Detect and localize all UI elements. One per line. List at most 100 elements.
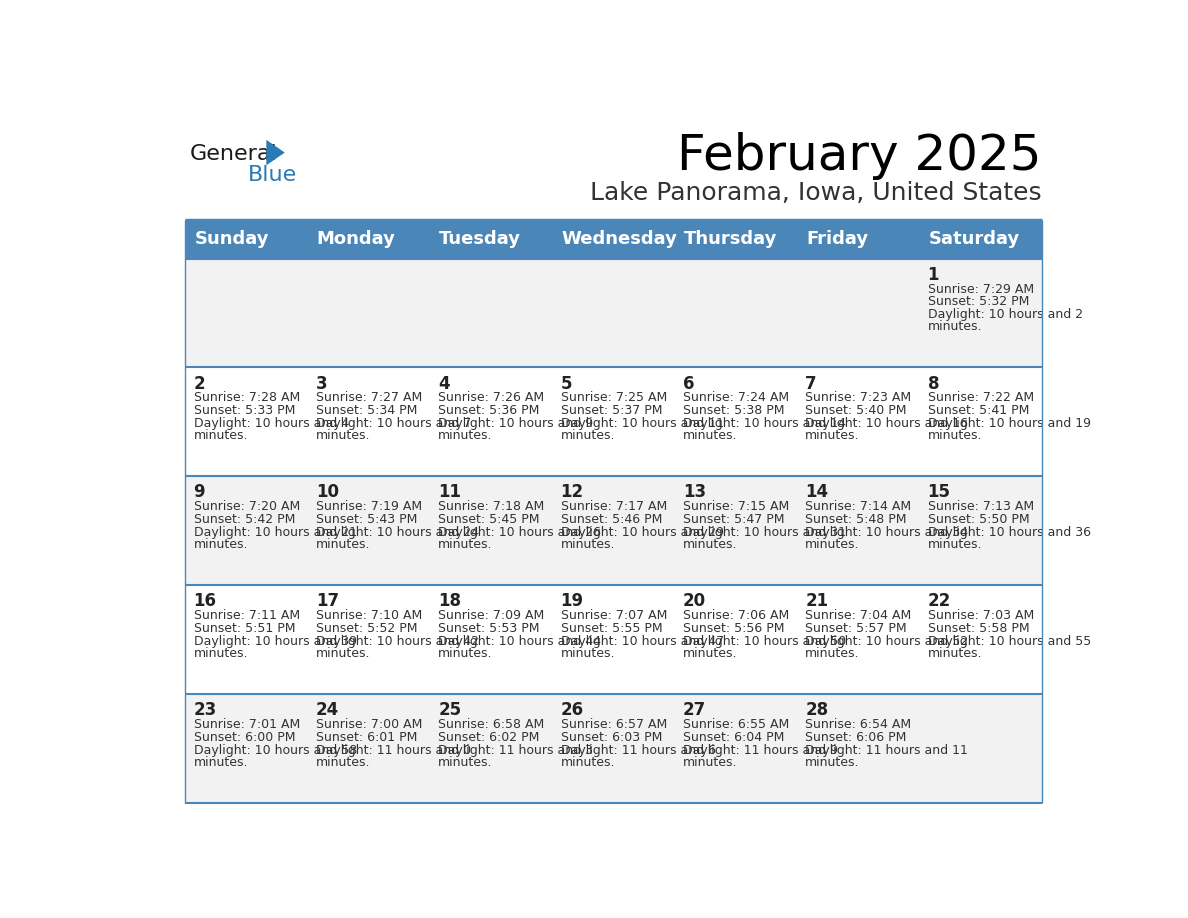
Text: 19: 19 <box>561 592 583 610</box>
Text: Sunrise: 7:22 AM: Sunrise: 7:22 AM <box>928 391 1034 405</box>
Text: Sunrise: 7:01 AM: Sunrise: 7:01 AM <box>194 718 299 731</box>
Text: Sunset: 6:02 PM: Sunset: 6:02 PM <box>438 731 539 744</box>
Text: Sunrise: 7:29 AM: Sunrise: 7:29 AM <box>928 283 1034 296</box>
Text: Daylight: 10 hours and 4: Daylight: 10 hours and 4 <box>194 417 349 430</box>
Text: Sunset: 5:47 PM: Sunset: 5:47 PM <box>683 513 784 526</box>
Text: Daylight: 11 hours and 6: Daylight: 11 hours and 6 <box>561 744 715 756</box>
Text: minutes.: minutes. <box>561 646 615 660</box>
Text: General: General <box>190 144 278 164</box>
Text: 2: 2 <box>194 375 206 393</box>
Bar <box>185 476 1042 585</box>
Text: Sunset: 5:41 PM: Sunset: 5:41 PM <box>928 404 1029 417</box>
Text: Sunset: 5:51 PM: Sunset: 5:51 PM <box>194 621 295 635</box>
Text: minutes.: minutes. <box>316 429 371 442</box>
Bar <box>185 367 1042 476</box>
Text: Sunrise: 7:25 AM: Sunrise: 7:25 AM <box>561 391 666 405</box>
Text: Sunrise: 6:57 AM: Sunrise: 6:57 AM <box>561 718 666 731</box>
Text: minutes.: minutes. <box>928 646 982 660</box>
Text: Sunset: 6:01 PM: Sunset: 6:01 PM <box>316 731 417 744</box>
Text: Sunrise: 7:00 AM: Sunrise: 7:00 AM <box>316 718 422 731</box>
Text: Daylight: 11 hours and 0: Daylight: 11 hours and 0 <box>316 744 472 756</box>
Text: Daylight: 10 hours and 31: Daylight: 10 hours and 31 <box>683 526 846 539</box>
Text: 14: 14 <box>805 484 828 501</box>
Text: minutes.: minutes. <box>316 646 371 660</box>
Text: minutes.: minutes. <box>683 538 738 551</box>
Text: 4: 4 <box>438 375 450 393</box>
Text: 9: 9 <box>194 484 206 501</box>
Text: 27: 27 <box>683 701 706 719</box>
Text: 15: 15 <box>928 484 950 501</box>
Bar <box>552 219 675 259</box>
Text: 25: 25 <box>438 701 461 719</box>
Text: 16: 16 <box>194 592 216 610</box>
Text: Daylight: 10 hours and 9: Daylight: 10 hours and 9 <box>438 417 593 430</box>
Text: Sunrise: 6:58 AM: Sunrise: 6:58 AM <box>438 718 544 731</box>
Bar <box>308 219 430 259</box>
Text: Daylight: 10 hours and 50: Daylight: 10 hours and 50 <box>683 634 846 648</box>
Text: Daylight: 10 hours and 55: Daylight: 10 hours and 55 <box>928 634 1091 648</box>
Text: Sunrise: 7:24 AM: Sunrise: 7:24 AM <box>683 391 789 405</box>
Text: Daylight: 10 hours and 19: Daylight: 10 hours and 19 <box>928 417 1091 430</box>
Text: minutes.: minutes. <box>316 538 371 551</box>
Text: 18: 18 <box>438 592 461 610</box>
Text: Sunset: 6:03 PM: Sunset: 6:03 PM <box>561 731 662 744</box>
Text: Sunrise: 7:17 AM: Sunrise: 7:17 AM <box>561 500 666 513</box>
Text: Sunrise: 7:20 AM: Sunrise: 7:20 AM <box>194 500 299 513</box>
Text: minutes.: minutes. <box>805 756 860 768</box>
Text: Sunset: 5:42 PM: Sunset: 5:42 PM <box>194 513 295 526</box>
Text: minutes.: minutes. <box>561 756 615 768</box>
Text: Daylight: 11 hours and 9: Daylight: 11 hours and 9 <box>683 744 838 756</box>
Text: minutes.: minutes. <box>194 538 248 551</box>
Polygon shape <box>266 140 285 165</box>
Text: minutes.: minutes. <box>438 646 493 660</box>
Text: 5: 5 <box>561 375 573 393</box>
Text: Daylight: 10 hours and 14: Daylight: 10 hours and 14 <box>683 417 846 430</box>
Text: 1: 1 <box>928 265 939 284</box>
Text: 20: 20 <box>683 592 706 610</box>
Text: minutes.: minutes. <box>928 429 982 442</box>
Text: Blue: Blue <box>248 165 297 185</box>
Text: Sunrise: 7:23 AM: Sunrise: 7:23 AM <box>805 391 911 405</box>
Text: minutes.: minutes. <box>194 429 248 442</box>
Text: Sunrise: 7:27 AM: Sunrise: 7:27 AM <box>316 391 422 405</box>
Text: 3: 3 <box>316 375 328 393</box>
Bar <box>797 219 920 259</box>
Text: Daylight: 10 hours and 7: Daylight: 10 hours and 7 <box>316 417 472 430</box>
Text: Sunset: 5:34 PM: Sunset: 5:34 PM <box>316 404 417 417</box>
Text: Daylight: 10 hours and 34: Daylight: 10 hours and 34 <box>805 526 968 539</box>
Text: Sunset: 5:32 PM: Sunset: 5:32 PM <box>928 296 1029 308</box>
Text: Daylight: 11 hours and 3: Daylight: 11 hours and 3 <box>438 744 593 756</box>
Text: Daylight: 10 hours and 2: Daylight: 10 hours and 2 <box>928 308 1082 321</box>
Text: Sunset: 5:33 PM: Sunset: 5:33 PM <box>194 404 295 417</box>
Bar <box>185 694 1042 803</box>
Text: Sunset: 5:37 PM: Sunset: 5:37 PM <box>561 404 662 417</box>
Text: minutes.: minutes. <box>194 646 248 660</box>
Text: Sunset: 5:50 PM: Sunset: 5:50 PM <box>928 513 1029 526</box>
Text: minutes.: minutes. <box>561 538 615 551</box>
Text: Sunrise: 7:07 AM: Sunrise: 7:07 AM <box>561 610 666 622</box>
Text: Daylight: 10 hours and 47: Daylight: 10 hours and 47 <box>561 634 723 648</box>
Bar <box>920 219 1042 259</box>
Text: 23: 23 <box>194 701 217 719</box>
Text: minutes.: minutes. <box>928 538 982 551</box>
Text: Wednesday: Wednesday <box>562 230 677 248</box>
Text: Saturday: Saturday <box>929 230 1019 248</box>
Text: Sunset: 5:52 PM: Sunset: 5:52 PM <box>316 621 417 635</box>
Text: Sunset: 5:55 PM: Sunset: 5:55 PM <box>561 621 662 635</box>
Text: Sunday: Sunday <box>195 230 268 248</box>
Bar <box>185 219 308 259</box>
Text: Monday: Monday <box>317 230 396 248</box>
Text: Daylight: 11 hours and 11: Daylight: 11 hours and 11 <box>805 744 968 756</box>
Text: Daylight: 10 hours and 24: Daylight: 10 hours and 24 <box>316 526 479 539</box>
Text: 11: 11 <box>438 484 461 501</box>
Text: Sunrise: 7:13 AM: Sunrise: 7:13 AM <box>928 500 1034 513</box>
Text: minutes.: minutes. <box>928 320 982 333</box>
Text: minutes.: minutes. <box>683 756 738 768</box>
Text: Sunset: 5:45 PM: Sunset: 5:45 PM <box>438 513 539 526</box>
Text: Sunset: 5:43 PM: Sunset: 5:43 PM <box>316 513 417 526</box>
Text: Sunset: 5:46 PM: Sunset: 5:46 PM <box>561 513 662 526</box>
Text: Sunset: 6:04 PM: Sunset: 6:04 PM <box>683 731 784 744</box>
Text: Sunset: 5:48 PM: Sunset: 5:48 PM <box>805 513 906 526</box>
Text: 8: 8 <box>928 375 939 393</box>
Text: minutes.: minutes. <box>683 429 738 442</box>
